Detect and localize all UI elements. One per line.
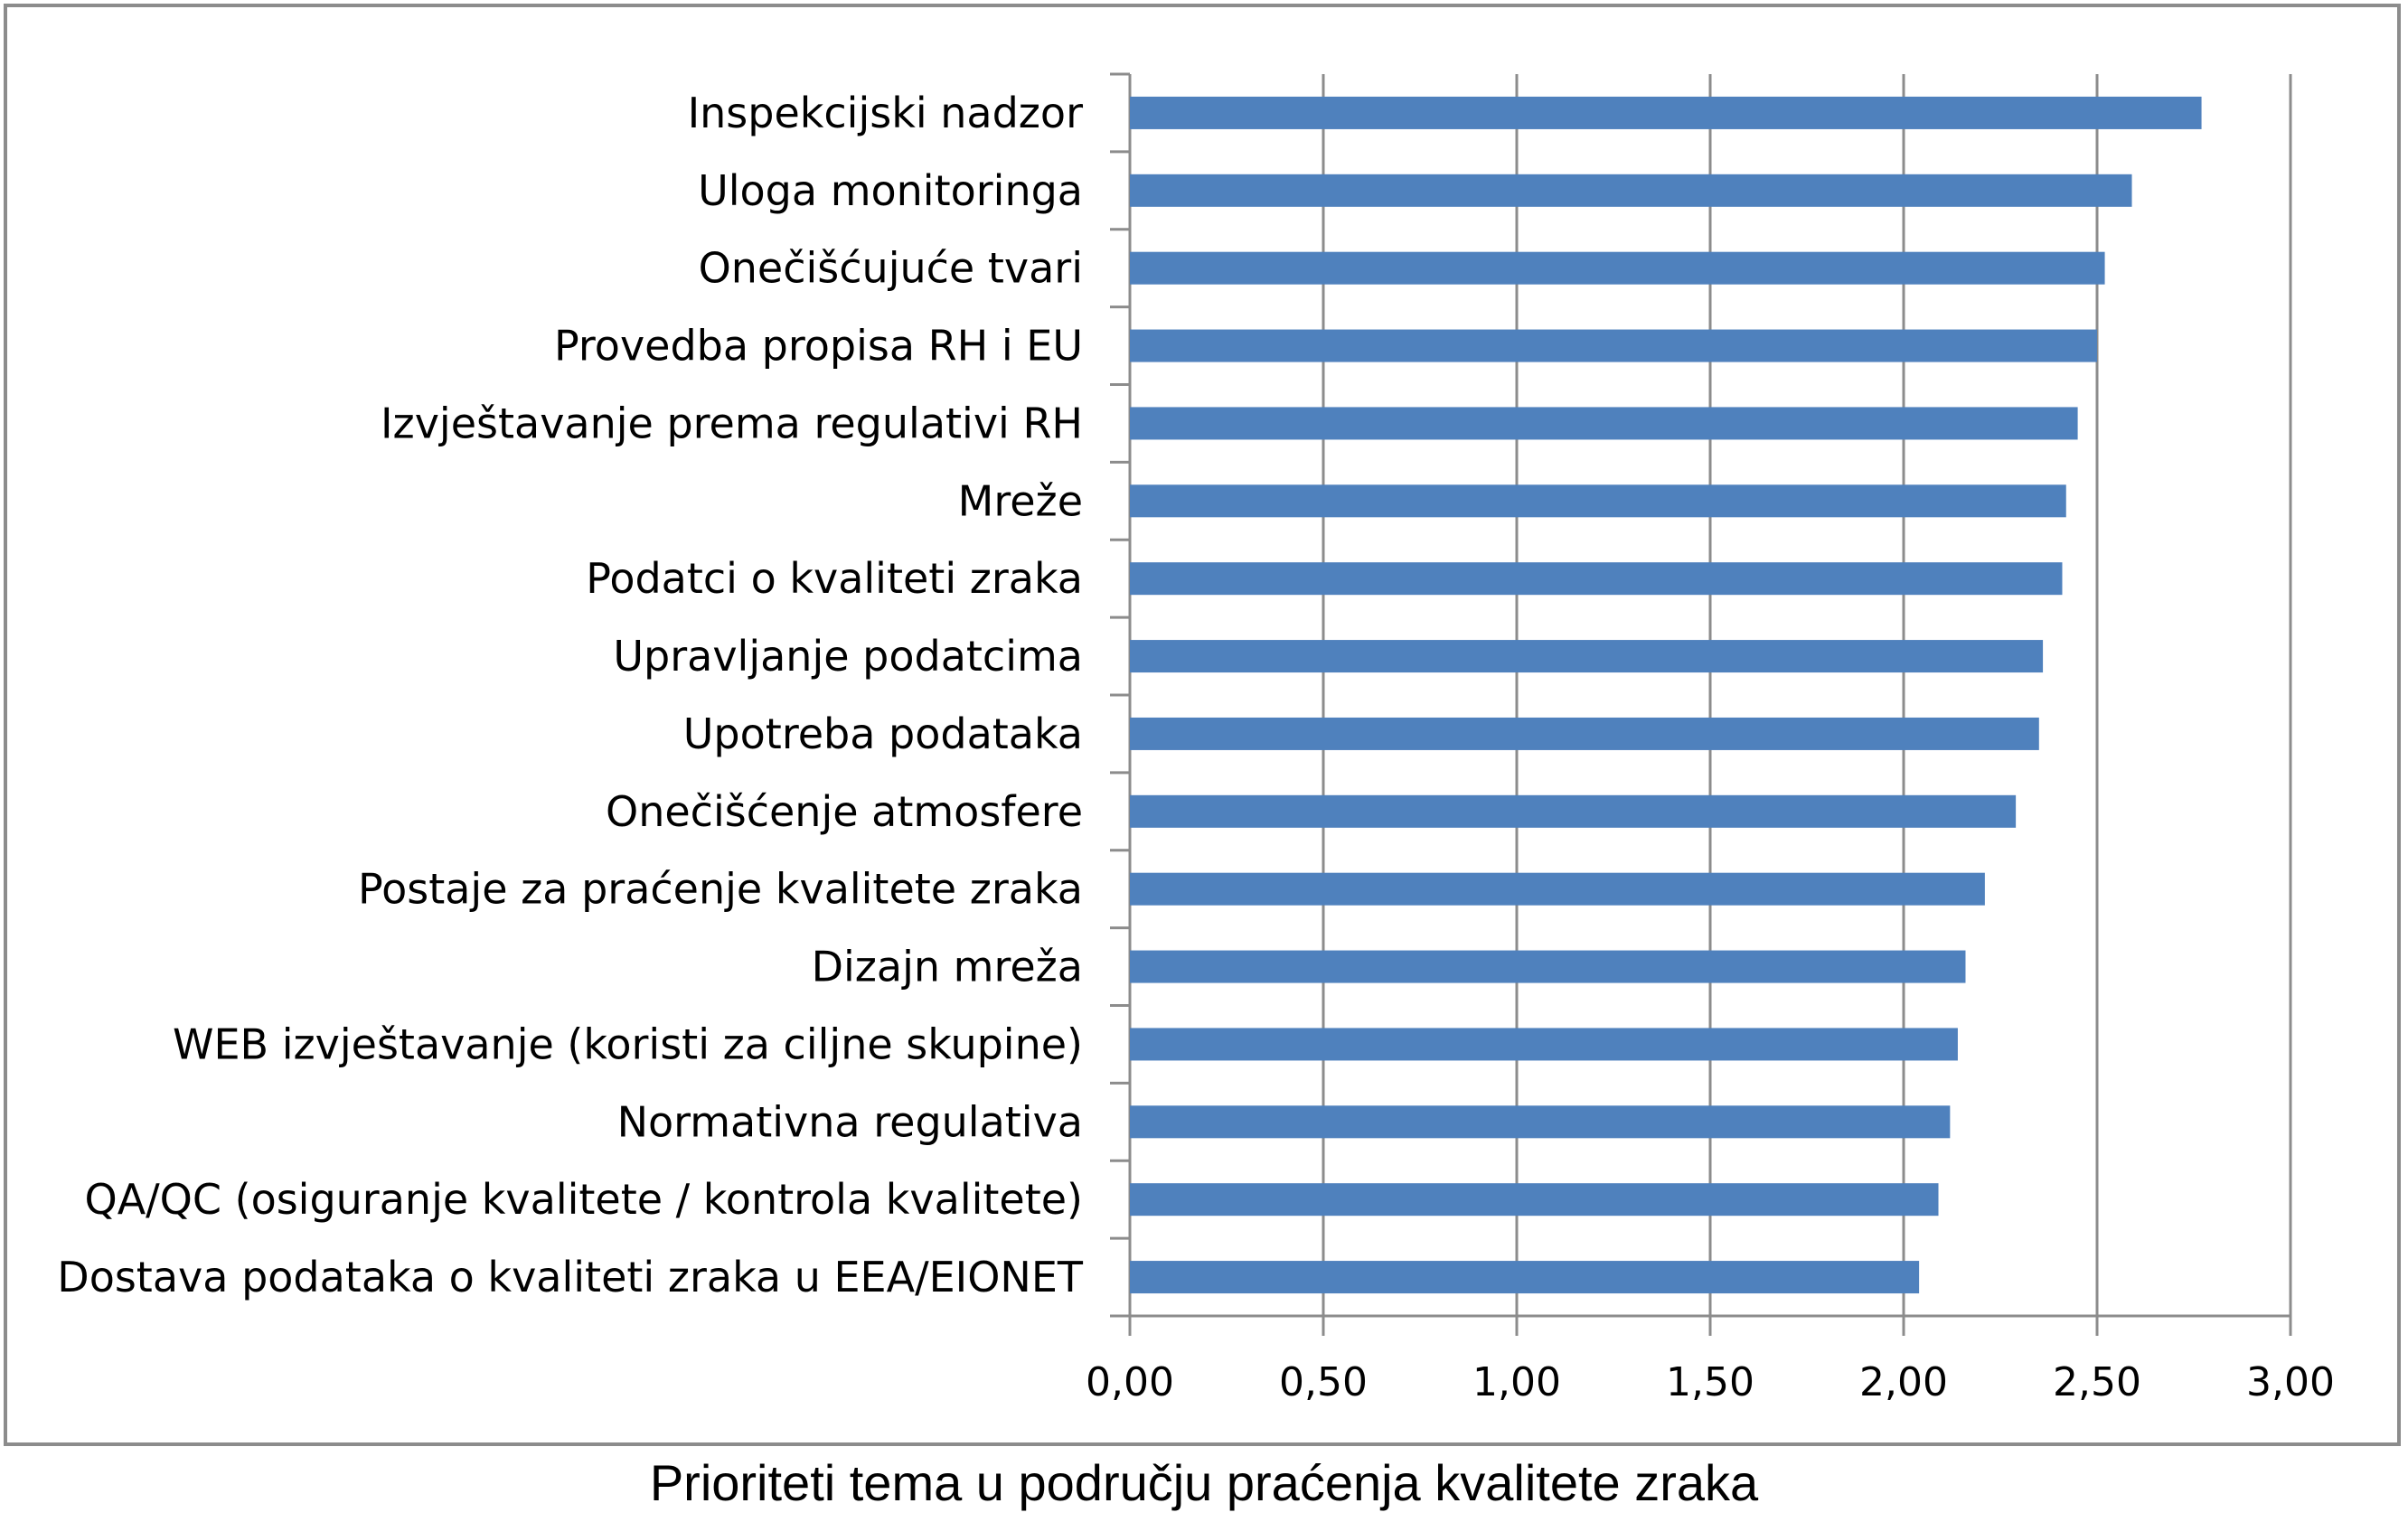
category-label: QA/QC (osiguranje kvalitete / kontrola k… bbox=[85, 1175, 1084, 1224]
bar bbox=[1130, 251, 2105, 285]
category-label: Uloga monitoringa bbox=[698, 166, 1083, 215]
x-tick-label: 0,00 bbox=[1086, 1359, 1174, 1405]
category-label: Mreže bbox=[958, 476, 1083, 525]
bar bbox=[1130, 1183, 1939, 1217]
bar bbox=[1130, 872, 1985, 906]
category-label: Podatci o kvaliteti zraka bbox=[586, 554, 1083, 603]
category-label: Postaje za praćenje kvalitete zraka bbox=[358, 865, 1083, 914]
category-label: Normativna regulativa bbox=[617, 1097, 1083, 1146]
category-label: Dizajn mreža bbox=[812, 943, 1083, 991]
bar bbox=[1130, 174, 2132, 207]
bar bbox=[1130, 950, 1966, 983]
bar bbox=[1130, 1261, 1920, 1294]
bar bbox=[1130, 717, 2039, 750]
category-label: Dostava podataka o kvaliteti zraka u EEA… bbox=[57, 1253, 1084, 1301]
bar bbox=[1130, 484, 2066, 518]
bar bbox=[1130, 407, 2078, 440]
bar bbox=[1130, 794, 2017, 828]
x-tick-label: 2,00 bbox=[1859, 1359, 1948, 1405]
x-tick-label: 3,00 bbox=[2246, 1359, 2335, 1405]
chart-frame bbox=[4, 4, 2401, 1446]
bar bbox=[1130, 562, 2063, 596]
category-label: Izvještavanje prema regulativi RH bbox=[381, 399, 1083, 447]
bar bbox=[1130, 96, 2202, 129]
category-label: Upotreba podataka bbox=[683, 709, 1083, 758]
category-label: Provedba propisa RH i EU bbox=[554, 322, 1083, 371]
x-tick-label: 1,00 bbox=[1472, 1359, 1561, 1405]
x-tick-label: 2,50 bbox=[2053, 1359, 2141, 1405]
category-label: Upravljanje podatcima bbox=[613, 632, 1083, 681]
category-label: WEB izvještavanje (koristi za ciljne sku… bbox=[173, 1019, 1083, 1068]
category-label: Inspekcijski nadzor bbox=[688, 89, 1084, 137]
chart-caption: Prioriteti tema u području praćenja kval… bbox=[649, 1454, 1759, 1511]
bar bbox=[1130, 640, 2044, 673]
x-tick-label: 1,50 bbox=[1666, 1359, 1754, 1405]
category-label: Onečišćenje atmosfere bbox=[606, 787, 1083, 836]
bar bbox=[1130, 329, 2097, 362]
bar bbox=[1130, 1028, 1958, 1061]
category-label: Onečišćujuće tvari bbox=[699, 244, 1083, 293]
bar bbox=[1130, 1105, 1951, 1139]
x-tick-label: 0,50 bbox=[1279, 1359, 1368, 1405]
bar-chart: 0,00 0,50 1,00 1,50 2,00 2,50 3,00 Inspekcijski… bbox=[57, 72, 2335, 1405]
